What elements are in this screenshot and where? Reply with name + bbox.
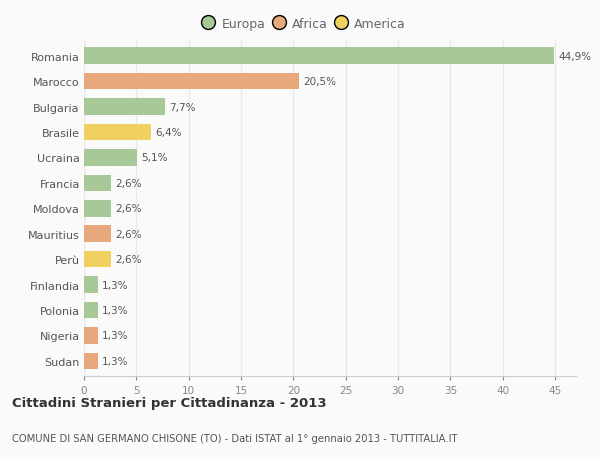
Text: 2,6%: 2,6% bbox=[115, 204, 142, 214]
Legend: Europa, Africa, America: Europa, Africa, America bbox=[202, 14, 409, 34]
Text: 6,4%: 6,4% bbox=[155, 128, 182, 138]
Text: COMUNE DI SAN GERMANO CHISONE (TO) - Dati ISTAT al 1° gennaio 2013 - TUTTITALIA.: COMUNE DI SAN GERMANO CHISONE (TO) - Dat… bbox=[12, 433, 458, 442]
Bar bbox=[84, 353, 98, 369]
Text: 1,3%: 1,3% bbox=[102, 331, 128, 341]
Text: 2,6%: 2,6% bbox=[115, 255, 142, 264]
Bar bbox=[84, 48, 554, 65]
Text: 1,3%: 1,3% bbox=[102, 356, 128, 366]
Text: 44,9%: 44,9% bbox=[558, 51, 592, 62]
Bar bbox=[84, 175, 111, 192]
Bar bbox=[84, 302, 98, 319]
Text: 7,7%: 7,7% bbox=[169, 102, 195, 112]
Text: 20,5%: 20,5% bbox=[303, 77, 336, 87]
Bar bbox=[84, 252, 111, 268]
Text: 1,3%: 1,3% bbox=[102, 280, 128, 290]
Bar bbox=[84, 201, 111, 217]
Bar bbox=[84, 124, 151, 141]
Bar bbox=[84, 226, 111, 242]
Bar bbox=[84, 150, 137, 166]
Bar bbox=[84, 99, 164, 116]
Text: 5,1%: 5,1% bbox=[142, 153, 168, 163]
Bar bbox=[84, 328, 98, 344]
Text: Cittadini Stranieri per Cittadinanza - 2013: Cittadini Stranieri per Cittadinanza - 2… bbox=[12, 396, 326, 409]
Text: 2,6%: 2,6% bbox=[115, 179, 142, 189]
Text: 2,6%: 2,6% bbox=[115, 229, 142, 239]
Bar bbox=[84, 277, 98, 293]
Bar bbox=[84, 74, 299, 90]
Text: 1,3%: 1,3% bbox=[102, 305, 128, 315]
